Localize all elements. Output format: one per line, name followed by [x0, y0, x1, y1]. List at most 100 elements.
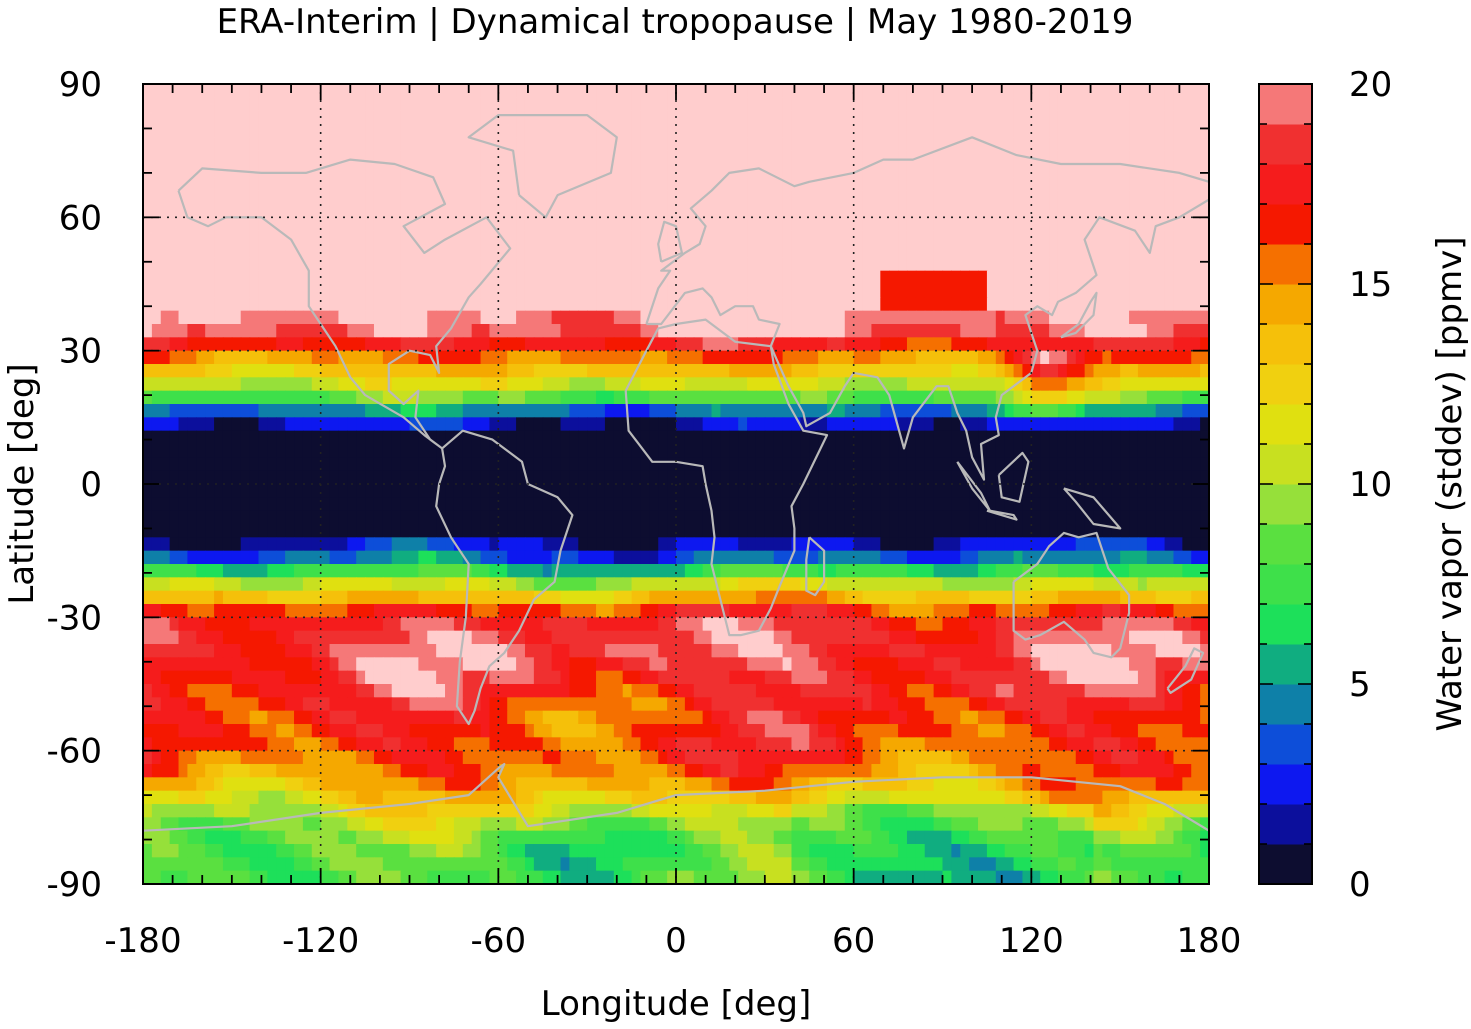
heatmap-cell: [1129, 617, 1139, 632]
heatmap-cell: [507, 230, 517, 245]
heatmap-cell: [373, 244, 384, 258]
heatmap-cell: [755, 297, 766, 312]
heatmap-cell: [187, 217, 197, 232]
heatmap-cell: [702, 524, 713, 538]
heatmap-cell: [942, 217, 952, 232]
heatmap-cell: [311, 150, 322, 165]
heatmap-cell: [951, 177, 961, 192]
heatmap-cell: [604, 190, 615, 205]
heatmap-cell: [889, 377, 899, 392]
heatmap-cell: [311, 470, 322, 485]
heatmap-cell: [1200, 164, 1209, 178]
heatmap-cell: [862, 110, 873, 125]
heatmap-cell: [862, 284, 873, 298]
heatmap-cell: [889, 604, 899, 618]
heatmap-cell: [542, 257, 553, 272]
heatmap-cell: [791, 590, 801, 605]
heatmap-cell: [533, 630, 544, 645]
heatmap-cell: [1200, 430, 1209, 445]
heatmap-cell: [604, 444, 615, 458]
heatmap-cell: [773, 350, 784, 365]
heatmap-cell: [1111, 137, 1121, 152]
heatmap-cell: [889, 244, 899, 258]
heatmap-cell: [978, 164, 988, 178]
heatmap-cell: [516, 284, 526, 298]
heatmap-cell: [356, 190, 366, 205]
heatmap-cell: [391, 310, 402, 325]
heatmap-cell: [1013, 390, 1024, 405]
heatmap-cell: [889, 617, 899, 632]
heatmap-cell: [178, 150, 189, 165]
heatmap-cell: [294, 97, 304, 112]
heatmap-cell: [1137, 444, 1148, 458]
heatmap-cell: [285, 404, 295, 418]
heatmap-cell: [862, 444, 873, 458]
heatmap-cell: [373, 350, 384, 365]
heatmap-cell: [222, 230, 233, 245]
heatmap-cell: [818, 457, 828, 472]
heatmap-cell: [187, 484, 197, 498]
heatmap-cell: [782, 337, 793, 352]
heatmap-cell: [231, 457, 242, 472]
heatmap-cell: [214, 284, 224, 298]
heatmap-cell: [684, 310, 695, 325]
heatmap-cell: [427, 177, 437, 192]
heatmap-cell: [933, 137, 944, 152]
heatmap-cell: [880, 297, 890, 312]
heatmap-cell: [382, 430, 393, 445]
heatmap-cell: [1129, 577, 1139, 592]
heatmap-cell: [951, 377, 961, 392]
heatmap-cell: [436, 590, 446, 605]
heatmap-cell: [782, 270, 793, 285]
heatmap-cell: [462, 404, 473, 418]
heatmap-cell: [196, 537, 206, 552]
heatmap-cell: [169, 444, 180, 458]
heatmap-cell: [951, 150, 961, 165]
heatmap-cell: [738, 97, 748, 112]
heatmap-cell: [853, 497, 864, 512]
heatmap-cell: [1137, 524, 1148, 538]
heatmap-cell: [1102, 97, 1112, 112]
heatmap-cell: [1102, 417, 1112, 432]
heatmap-cell: [986, 497, 997, 512]
heatmap-cell: [311, 364, 322, 378]
heatmap-cell: [684, 444, 695, 458]
heatmap-cell: [747, 217, 757, 232]
heatmap-cell: [391, 430, 402, 445]
heatmap-cell: [551, 164, 562, 178]
heatmap-cell: [320, 310, 331, 325]
heatmap-cell: [613, 617, 624, 632]
heatmap-cell: [400, 257, 411, 272]
heatmap-cell: [1057, 564, 1068, 578]
heatmap-cell: [187, 404, 197, 418]
heatmap-cell: [1146, 257, 1157, 272]
heatmap-cell: [453, 377, 464, 392]
heatmap-cell: [969, 497, 979, 512]
heatmap-cell: [587, 564, 597, 578]
heatmap-cell: [320, 430, 331, 445]
heatmap-cell: [169, 350, 180, 365]
heatmap-cell: [995, 590, 1006, 605]
heatmap-cell: [613, 457, 624, 472]
heatmap-cell: [329, 97, 340, 112]
heatmap-cell: [507, 390, 517, 405]
heatmap-cell: [924, 124, 935, 138]
heatmap-cell: [409, 550, 419, 565]
heatmap-cell: [285, 164, 295, 178]
heatmap-cell: [151, 324, 162, 338]
heatmap-cell: [169, 124, 180, 138]
heatmap-cell: [533, 510, 544, 525]
heatmap-cell: [1066, 270, 1077, 285]
heatmap-cell: [267, 244, 277, 258]
heatmap-cell: [178, 204, 189, 218]
heatmap-cell: [400, 497, 411, 512]
heatmap-cell: [1040, 390, 1050, 405]
heatmap-cell: [924, 137, 935, 152]
heatmap-cell: [1200, 417, 1209, 432]
heatmap-cell: [445, 417, 455, 432]
heatmap-cell: [604, 177, 615, 192]
heatmap-cell: [276, 110, 286, 125]
heatmap-cell: [338, 364, 348, 378]
heatmap-cell: [631, 97, 642, 112]
heatmap-cell: [1102, 537, 1112, 552]
